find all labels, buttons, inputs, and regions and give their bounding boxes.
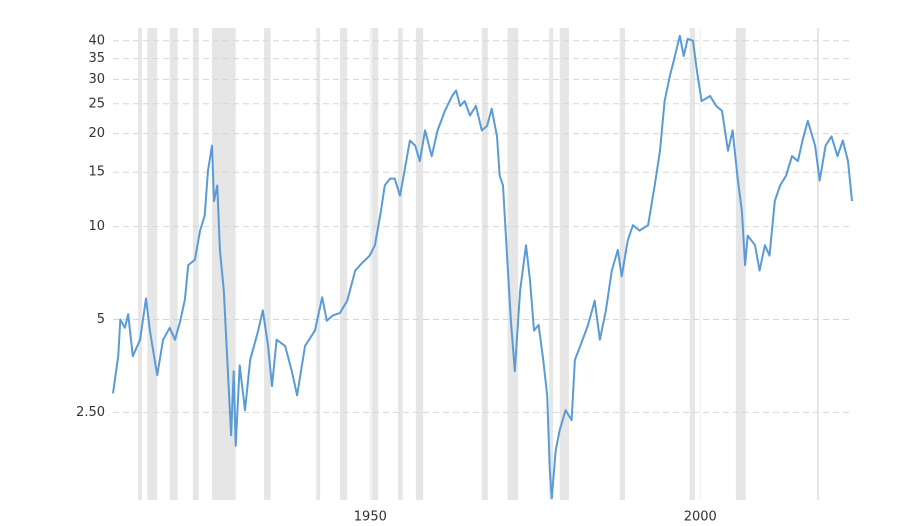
recession-band (147, 28, 158, 500)
y-tick-label: 25 (88, 96, 105, 111)
recession-bands (138, 28, 820, 500)
recession-band (415, 28, 424, 500)
series (112, 34, 853, 499)
recession-band (211, 28, 236, 500)
x-tick-label: 1950 (354, 510, 387, 525)
y-tick-label: 30 (88, 72, 105, 87)
recession-band (481, 28, 488, 500)
y-tick-label: 2.50 (76, 405, 105, 420)
x-tick-label: 2000 (684, 510, 717, 525)
recession-band (371, 28, 379, 500)
recession-band (169, 28, 178, 500)
recession-band (264, 28, 271, 500)
y-tick-label: 35 (88, 51, 105, 66)
recession-band (689, 28, 695, 500)
y-tick-label: 15 (88, 165, 105, 180)
recession-band (817, 28, 820, 500)
grid (113, 28, 850, 500)
recession-band (559, 28, 569, 500)
recession-band (339, 28, 348, 500)
tick-labels: 2.50 5 10 15 20 25 30 35 40 1950 2000 (76, 33, 717, 524)
y-tick-label: 5 (97, 312, 105, 327)
recession-band (549, 28, 554, 500)
recession-band (507, 28, 519, 500)
y-tick-label: 20 (88, 126, 105, 141)
line (112, 34, 853, 499)
y-tick-label: 40 (88, 33, 105, 48)
recession-band (138, 28, 143, 500)
recession-band (192, 28, 199, 500)
recession-band (619, 28, 626, 500)
y-tick-label: 10 (88, 219, 105, 234)
recession-band (735, 28, 746, 500)
recession-band (398, 28, 403, 500)
recession-band (316, 28, 321, 500)
